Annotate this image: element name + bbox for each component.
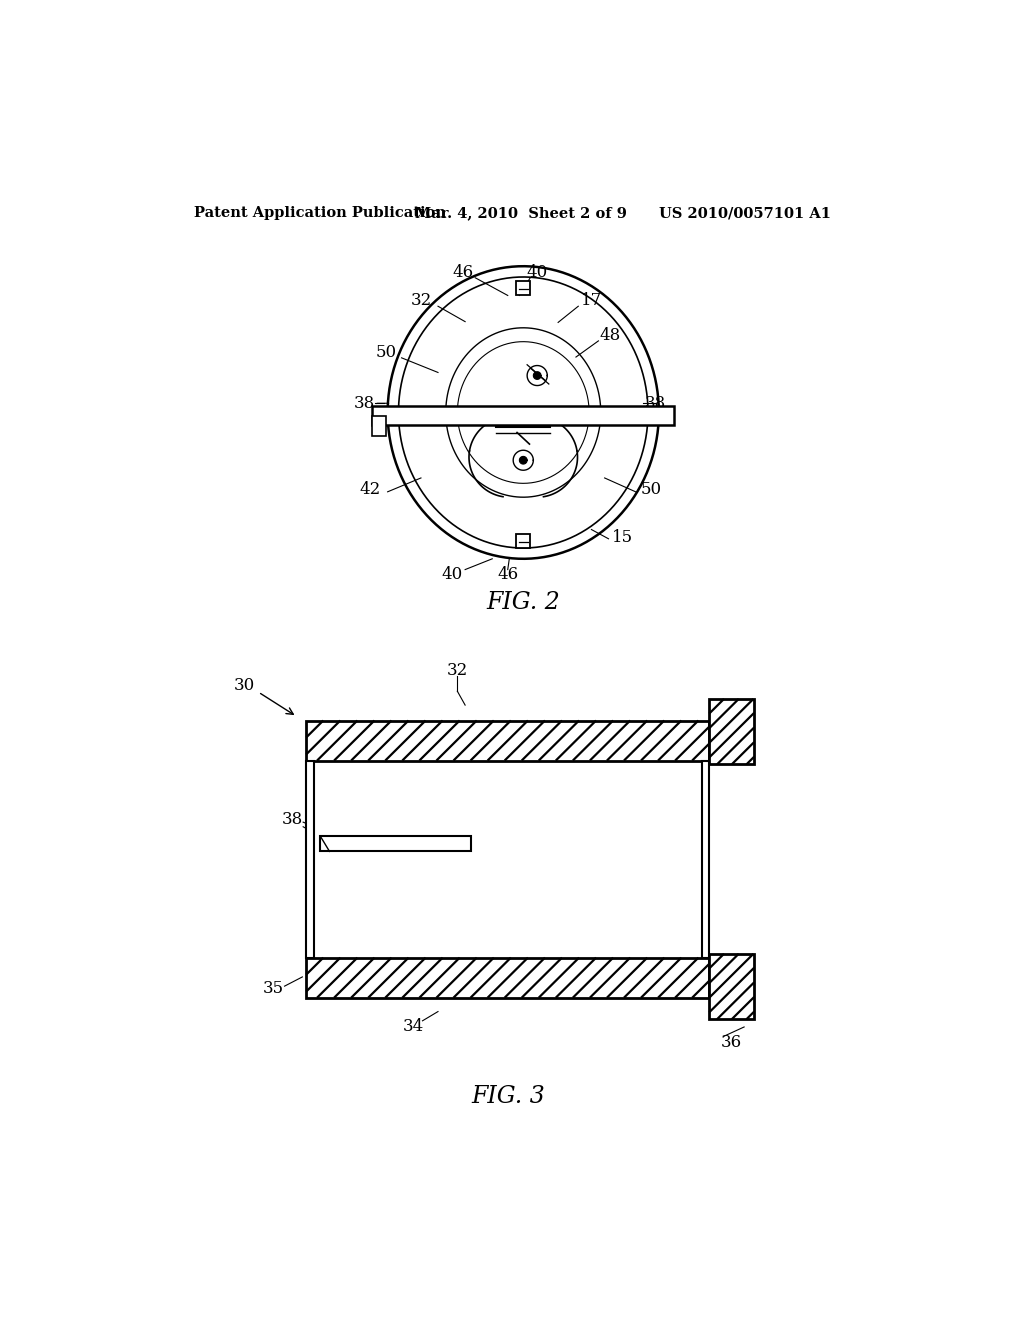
- Text: US 2010/0057101 A1: US 2010/0057101 A1: [658, 206, 830, 220]
- Bar: [701, 760, 710, 958]
- Text: FIG. 3: FIG. 3: [471, 1085, 545, 1107]
- Text: 35: 35: [263, 979, 285, 997]
- Text: 42: 42: [359, 480, 381, 498]
- Text: 32: 32: [411, 292, 431, 309]
- Text: 50: 50: [641, 480, 662, 498]
- Bar: [321, 836, 471, 851]
- Text: 46: 46: [453, 264, 473, 281]
- Bar: [516, 535, 530, 548]
- Text: 34: 34: [402, 1019, 424, 1035]
- Text: 38: 38: [353, 395, 375, 412]
- Text: Mar. 4, 2010  Sheet 2 of 9: Mar. 4, 2010 Sheet 2 of 9: [415, 206, 627, 220]
- Text: 50: 50: [376, 345, 396, 360]
- Text: 46: 46: [498, 566, 518, 582]
- FancyBboxPatch shape: [372, 407, 675, 425]
- Text: 30: 30: [233, 677, 255, 694]
- Bar: [372, 416, 386, 437]
- Bar: [306, 721, 710, 760]
- Bar: [710, 700, 755, 764]
- Bar: [710, 954, 755, 1019]
- Polygon shape: [534, 372, 541, 379]
- Text: 40: 40: [441, 566, 463, 582]
- Polygon shape: [519, 457, 527, 465]
- Text: 40: 40: [526, 264, 548, 281]
- Bar: [306, 958, 710, 998]
- Text: Patent Application Publication: Patent Application Publication: [194, 206, 445, 220]
- Text: 32: 32: [446, 661, 468, 678]
- Text: 38: 38: [644, 395, 666, 412]
- Text: 48: 48: [599, 327, 621, 345]
- Text: 36: 36: [721, 1034, 741, 1051]
- Bar: [516, 281, 530, 294]
- Text: FIG. 2: FIG. 2: [486, 591, 560, 614]
- Text: 17: 17: [581, 292, 602, 309]
- Bar: [306, 760, 314, 958]
- Text: 15: 15: [612, 529, 633, 545]
- Text: 38: 38: [282, 810, 303, 828]
